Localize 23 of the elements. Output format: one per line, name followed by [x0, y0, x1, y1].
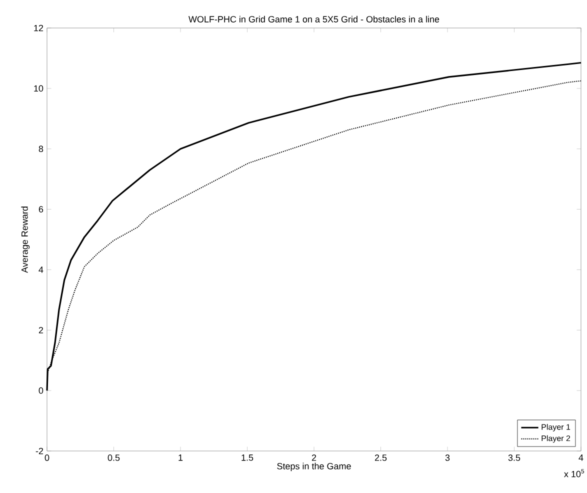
- y-tick-label: -2: [36, 448, 44, 454]
- y-tick-label: 4: [38, 266, 44, 273]
- x-axis-title: Steps in the Game: [277, 462, 351, 472]
- x-tick-label: 4: [578, 454, 584, 461]
- legend-label: Player 1: [542, 424, 570, 432]
- x-tick-label: 1.5: [242, 454, 254, 461]
- y-tick-label: 6: [38, 206, 44, 212]
- x-tick-label: 0.5: [108, 454, 120, 461]
- x-tick-label: 3: [445, 454, 450, 461]
- y-tick-label: 8: [38, 146, 44, 152]
- chart-title: WOLF-PHC in Grid Game 1 on a 5X5 Grid - Obstacles in a line: [188, 16, 440, 22]
- legend-label: Player 2: [542, 435, 570, 443]
- text: x 10$^{5}$: [564, 469, 584, 478]
- y-tick-label: 10: [34, 85, 44, 92]
- y-tick-label: 12: [34, 24, 44, 32]
- x-tick-label: 2: [312, 454, 316, 461]
- x-tick-label: 2.5: [374, 454, 387, 461]
- x-tick-label: 3.5: [508, 454, 520, 461]
- y-tick-label: 0: [38, 387, 44, 394]
- y-axis-title: Average Reward: [21, 206, 30, 273]
- y-tick-label: 2: [38, 326, 44, 334]
- x-tick-label: 1: [178, 454, 183, 461]
- x-tick-label: 0: [44, 454, 50, 461]
